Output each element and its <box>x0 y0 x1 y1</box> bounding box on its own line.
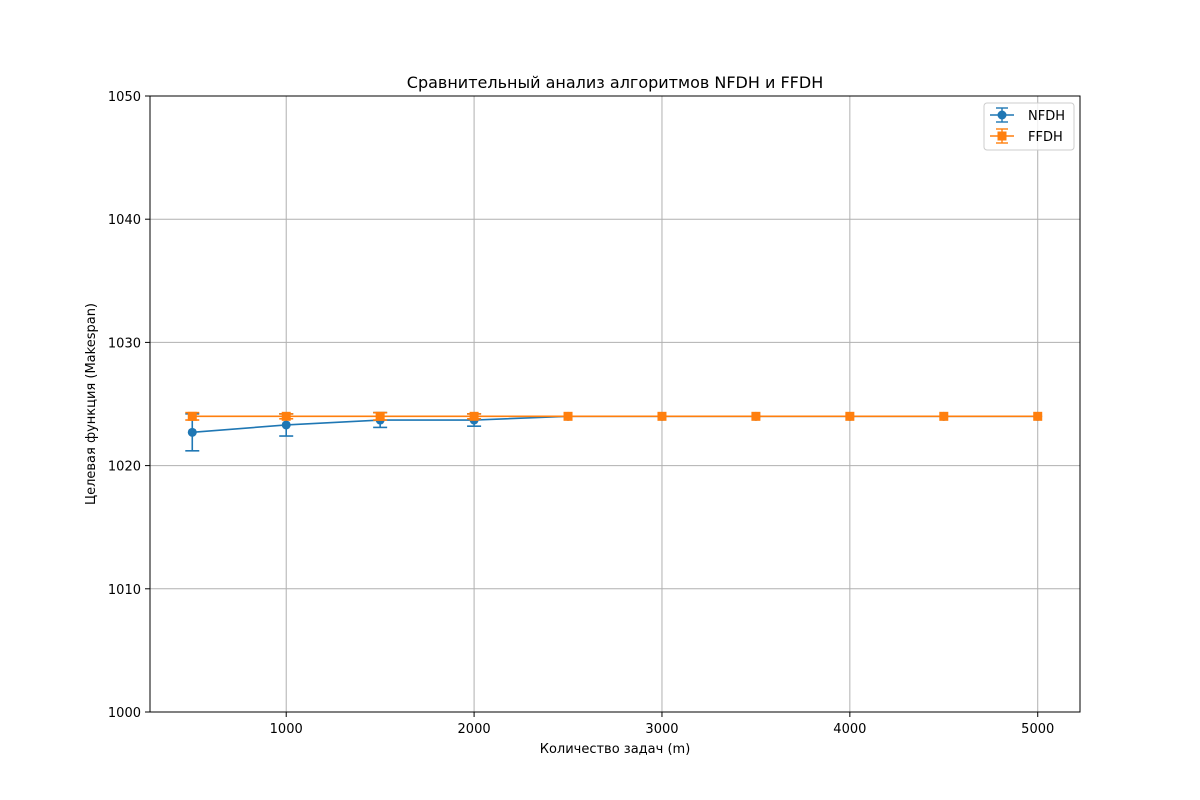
y-tick-label: 1040 <box>108 213 141 228</box>
y-tick-label: 1030 <box>108 336 141 351</box>
chart-title: Сравнительный анализ алгоритмов NFDH и F… <box>407 73 823 92</box>
nfdh-point <box>187 427 197 437</box>
ffdh-point <box>469 411 479 421</box>
legend-label-nfdh: NFDH <box>1028 109 1065 124</box>
series-layer <box>185 411 1043 452</box>
x-axis-label: Количество задач (m) <box>540 742 691 757</box>
legend: NFDH FFDH <box>983 102 1075 151</box>
x-tick-label: 3000 <box>645 722 678 737</box>
x-tick-label: 4000 <box>833 722 866 737</box>
x-tick-label: 2000 <box>458 722 491 737</box>
y-tick-label: 1010 <box>108 583 141 598</box>
series-ffdh <box>185 411 1043 421</box>
plot-frame <box>149 95 1081 713</box>
y-axis-label: Целевая функция (Makespan) <box>84 303 99 505</box>
ffdh-point <box>563 411 573 421</box>
legend-entry-nfdh: NFDH <box>990 107 1065 124</box>
legend-marker-ffdh <box>997 131 1007 141</box>
ffdh-point <box>1033 411 1043 421</box>
ffdh-point <box>751 411 761 421</box>
ffdh-point <box>281 411 291 421</box>
axes-ticks: 1000 2000 3000 4000 5000 1000 1010 1020 1030 1040… <box>108 90 1054 737</box>
ffdh-point <box>657 411 667 421</box>
nfdh-point <box>281 420 291 430</box>
ffdh-point <box>939 411 949 421</box>
y-tick-label: 1000 <box>108 706 141 721</box>
x-tick-label: 5000 <box>1021 722 1054 737</box>
y-tick-label: 1050 <box>108 90 141 105</box>
legend-label-ffdh: FFDH <box>1028 130 1063 145</box>
y-tick-label: 1020 <box>108 460 141 475</box>
x-tick-label: 1000 <box>270 722 303 737</box>
ffdh-point <box>375 411 385 421</box>
legend-entry-ffdh: FFDH <box>990 128 1063 145</box>
legend-marker-nfdh <box>997 110 1007 120</box>
ffdh-point <box>187 411 197 421</box>
ffdh-point <box>845 411 855 421</box>
